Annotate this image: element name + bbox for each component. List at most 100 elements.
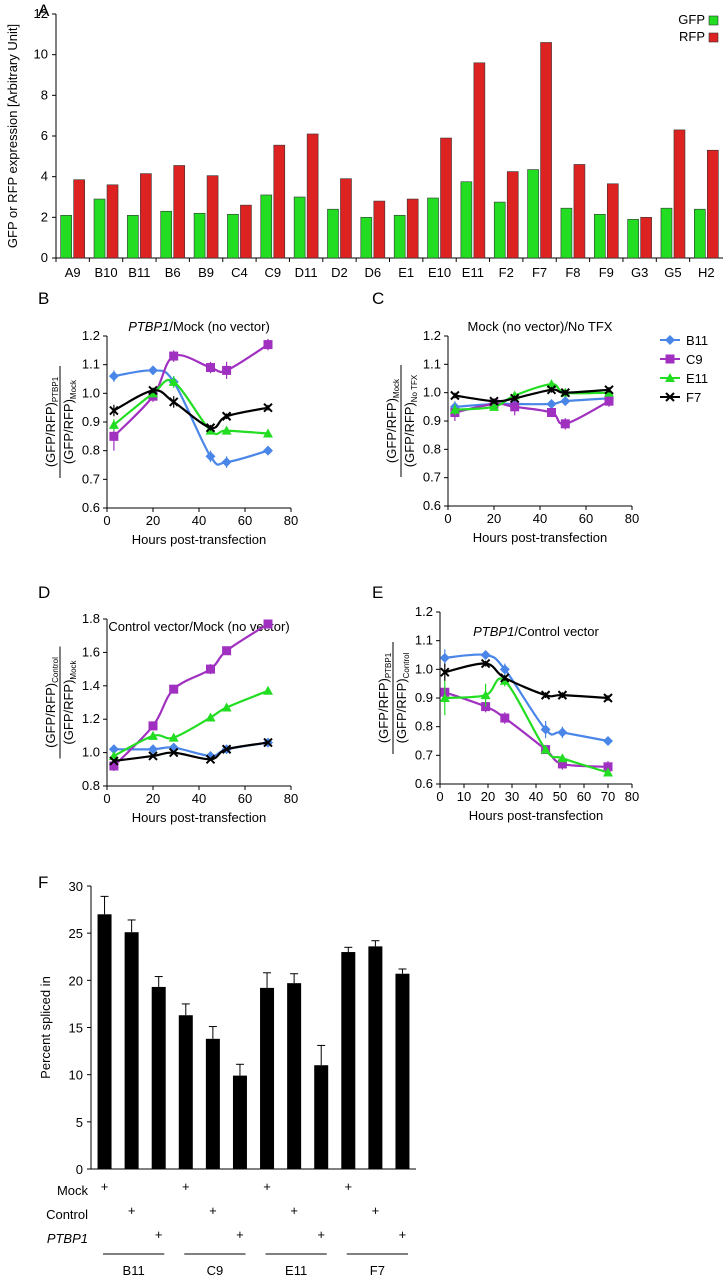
y-tick-label: 0.7 <box>423 470 441 485</box>
x-tick-label: 40 <box>533 511 547 526</box>
y-ratio-numerator: (GFP/RFP)PTBP1 <box>43 376 60 467</box>
panel-letter-b: B <box>38 289 49 308</box>
y-ratio-label: (GFP/RFP)PTBP1(GFP/RFP)Mock <box>43 366 78 478</box>
x-tick-label: 80 <box>625 789 639 804</box>
f7-point <box>109 405 119 416</box>
e11-point <box>540 744 551 754</box>
x-axis-title: Hours post-transfection <box>473 530 607 545</box>
rfp-bar <box>106 184 119 259</box>
c9-point <box>206 363 215 373</box>
b11-point <box>603 736 613 746</box>
rfp-bar <box>640 217 652 259</box>
rfp-bar <box>240 204 252 259</box>
e11-point <box>263 428 273 438</box>
rfp-bar <box>73 179 85 259</box>
c9-point <box>169 351 179 361</box>
numerator-text: (GFP/RFP) <box>376 678 391 743</box>
f7-point <box>221 411 232 421</box>
f7-point <box>168 747 179 758</box>
y-axis-title: GFP or RFP expression [Arbitrary Unit] <box>5 24 20 248</box>
rfp-bar <box>673 129 686 259</box>
y-tick-label: 0.8 <box>82 778 100 793</box>
e11-point <box>439 693 450 702</box>
denominator-text: (GFP/RFP) <box>394 678 409 743</box>
rfp-bar <box>306 133 319 259</box>
condition-mark: + <box>209 1203 217 1218</box>
b11-point <box>205 451 216 462</box>
gfp-bar <box>360 217 373 259</box>
b11-point <box>108 371 119 382</box>
condition-mark: + <box>236 1227 244 1242</box>
x-tick-label: F7 <box>532 265 547 280</box>
x-tick-label: 10 <box>457 789 471 804</box>
f7-line <box>113 389 269 430</box>
legend-label: RFP <box>679 29 705 44</box>
x-tick-label: G3 <box>631 265 648 280</box>
e11-point <box>221 702 232 712</box>
f7-point <box>109 756 119 766</box>
psi-bar <box>341 952 356 1169</box>
y-ratio-label: (GFP/RFP)PTBP1(GFP/RFP)Control <box>376 642 411 754</box>
condition-mark: + <box>317 1227 325 1242</box>
f7-point <box>546 385 557 395</box>
f7-point <box>148 385 158 396</box>
rfp-bar <box>606 183 619 259</box>
x-tick-label: 30 <box>505 789 519 804</box>
y-tick-label: 0 <box>76 1162 83 1177</box>
gfp-bar <box>560 207 573 259</box>
y-tick-label: 1.1 <box>423 356 441 371</box>
f7-line <box>454 388 610 403</box>
c9-point <box>557 759 567 769</box>
b11-point <box>540 724 551 735</box>
condition-mark: + <box>290 1203 298 1218</box>
x-tick-label: 60 <box>238 513 252 528</box>
gfp-bar <box>427 197 439 259</box>
e11-point <box>108 419 119 429</box>
legend-label: C9 <box>686 352 703 367</box>
f7-point <box>509 393 520 404</box>
denominator-subscript: Control <box>402 652 411 678</box>
c9-point <box>603 762 613 772</box>
y-tick-label: 1.2 <box>82 711 100 726</box>
condition-mark: + <box>182 1179 190 1194</box>
panel-a: A 0 2 4 6 8 10 12 A9 B10 B11 B6 B9 C4 C9 D11 D2 D6 E1 E10 E1… <box>5 1 723 280</box>
numerator-text: (GFP/RFP) <box>43 683 58 748</box>
gfp-bar <box>93 198 106 259</box>
gfp-bar <box>593 213 606 259</box>
c9-point <box>510 402 520 412</box>
rfp-bar <box>273 144 286 259</box>
f7-line <box>113 741 269 763</box>
psi-bar <box>314 1065 329 1169</box>
x-tick-label: F2 <box>499 265 514 280</box>
condition-mark: + <box>344 1179 352 1194</box>
legend-swatch <box>708 32 719 43</box>
f7-point <box>263 737 273 748</box>
x-tick-label: 50 <box>553 789 567 804</box>
y-tick-label: 15 <box>69 1021 83 1036</box>
f7-point <box>489 396 499 406</box>
y-tick-label: 2 <box>41 209 48 224</box>
x-tick-label: D2 <box>331 265 348 280</box>
panel-title: Mock (no vector)/No TFX <box>468 319 613 334</box>
denominator-text: (GFP/RFP) <box>402 402 417 467</box>
psi-bar <box>205 1038 220 1169</box>
y-tick-label: 1.0 <box>415 661 433 676</box>
y-tick-label: 1.2 <box>415 604 433 619</box>
y-tick-label: 0.7 <box>415 747 433 762</box>
gfp-bar <box>460 181 473 259</box>
f7-point <box>168 397 179 407</box>
c9-point <box>222 646 232 656</box>
b11-point <box>148 365 158 376</box>
y-tick-label: 0.6 <box>82 500 100 515</box>
rfp-bar <box>473 62 486 259</box>
title-italic: PTBP1 <box>128 319 169 334</box>
y-tick-label: 0.7 <box>82 471 100 486</box>
x-tick-label: E1 <box>398 265 414 280</box>
c9-line <box>113 343 269 438</box>
psi-bar <box>124 932 139 1169</box>
title-italic: PTBP1 <box>473 624 514 639</box>
rfp-bar <box>406 198 419 259</box>
c9-line <box>113 623 269 767</box>
numerator-text: (GFP/RFP) <box>384 398 399 463</box>
